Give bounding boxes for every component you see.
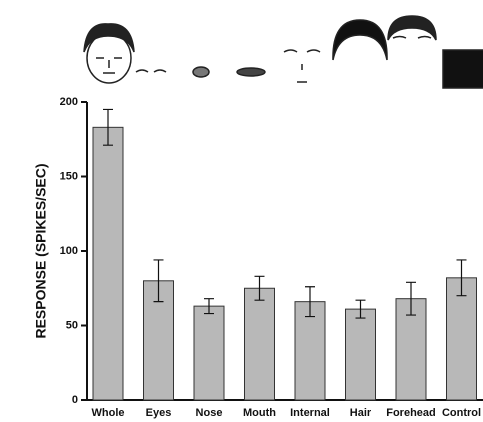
y-tick-label: 50 xyxy=(66,319,78,331)
bar xyxy=(93,127,123,400)
bar xyxy=(346,309,376,400)
x-tick-label: Hair xyxy=(350,407,372,419)
x-tick-label: Control xyxy=(442,407,481,419)
x-tick-label: Forehead xyxy=(386,407,436,419)
x-tick-label: Mouth xyxy=(243,407,276,419)
y-tick-label: 200 xyxy=(60,96,78,108)
stimulus-images xyxy=(84,16,483,88)
y-tick-label: 150 xyxy=(60,170,78,182)
bar xyxy=(194,306,224,400)
y-tick-label: 0 xyxy=(72,394,78,406)
x-tick-label: Nose xyxy=(196,407,223,419)
chart: RESPONSE (SPIKES/SEC) 0 50 100 150 200 Whole Ey… xyxy=(0,0,483,422)
x-tick-label: Internal xyxy=(290,407,330,419)
y-axis-label: RESPONSE (SPIKES/SEC) xyxy=(33,163,49,338)
x-tick-label: Eyes xyxy=(146,407,172,419)
y-tick-label: 100 xyxy=(60,245,78,257)
bar xyxy=(245,288,275,400)
x-tick-label: Whole xyxy=(92,407,125,419)
